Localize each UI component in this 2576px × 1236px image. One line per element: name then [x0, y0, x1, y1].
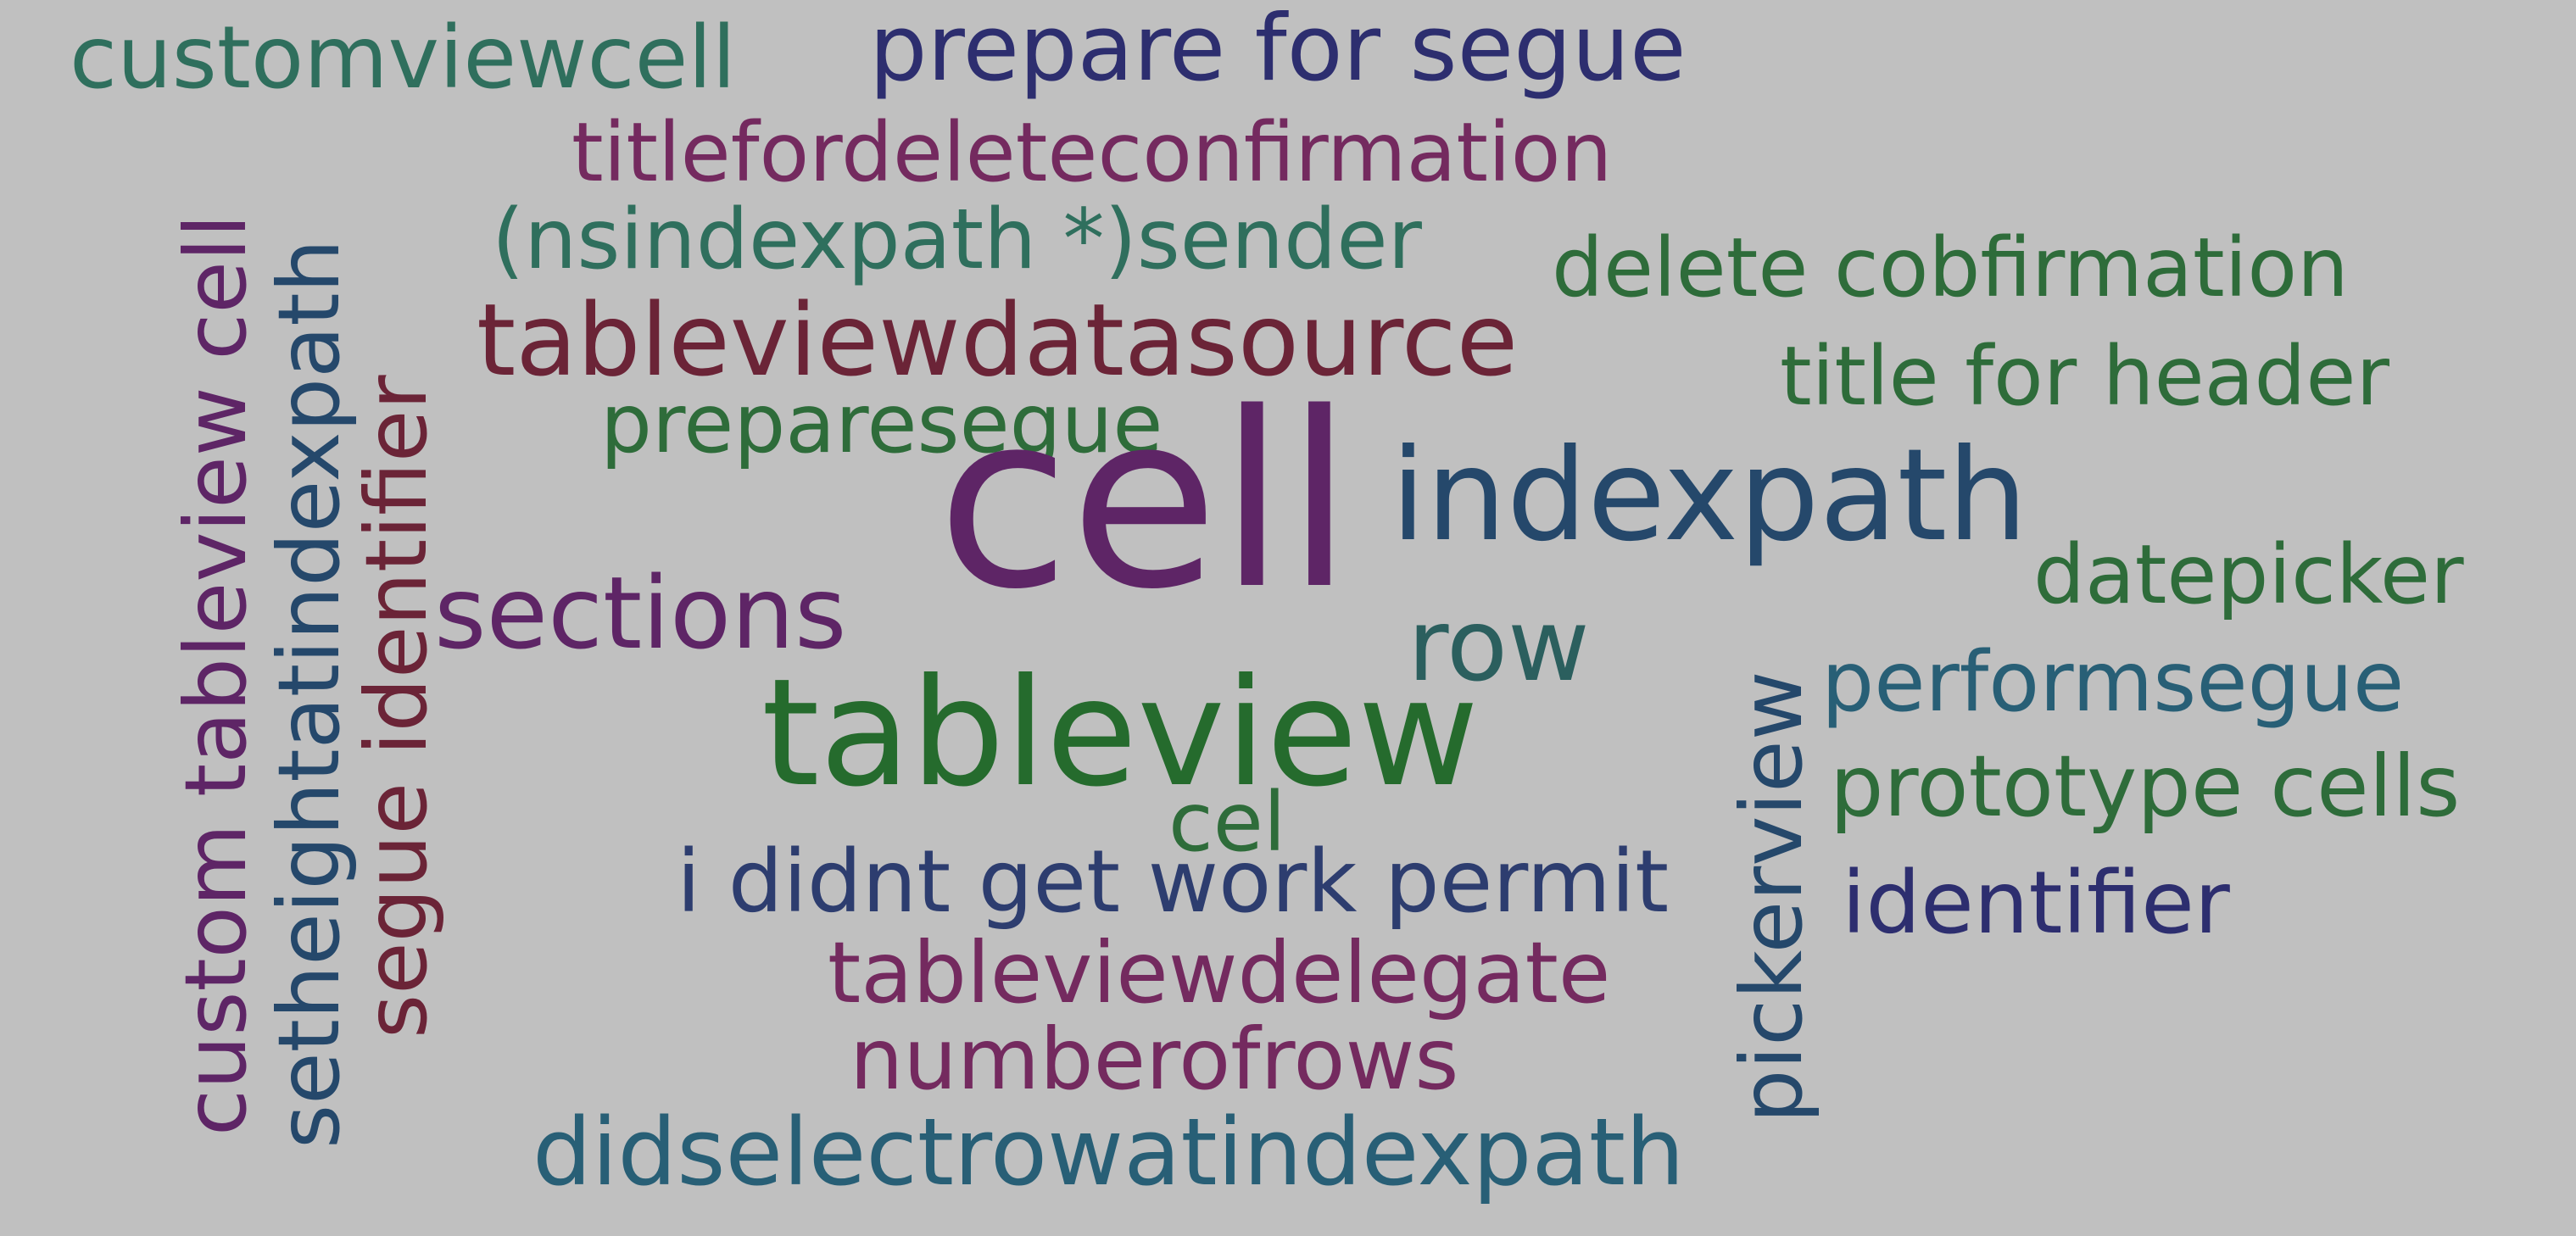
word-delete-cobfirmation: delete cobfirmation [1552, 220, 2349, 315]
word-identifier: identifier [1842, 853, 2230, 954]
word-pickerview: pickerview [1722, 671, 1821, 1124]
word-setheightatindexpath: setheightatindexpath [259, 239, 359, 1149]
word-customviewcell: customviewcell [70, 8, 737, 109]
word-tableview: tableview [761, 648, 1480, 820]
word-datepicker: datepicker [2033, 527, 2464, 622]
word-cel: cel [1168, 775, 1286, 870]
word-indexpath: indexpath [1391, 422, 2028, 570]
word-i-didnt-get-work-permit: i didnt get work permit [677, 832, 1670, 933]
word-didselectrowatindexpath: didselectrowatindexpath [532, 1098, 1685, 1206]
word-title-for-header: title for header [1780, 329, 2389, 424]
word-preparesegue: preparesegue [600, 376, 1163, 471]
word-segue-identifier: segue identifier [347, 375, 446, 1038]
word-tableviewdelegate: tableviewdelegate [828, 923, 1611, 1022]
word-cell: cell [937, 361, 1353, 643]
word-tableviewdatasource: tableviewdatasource [477, 281, 1519, 398]
word-nsindexpath-sender: (nsindexpath *)sender [492, 192, 1422, 288]
word-custom-tableview-cell: custom tableview cell [166, 214, 265, 1136]
word-titlefordeleteconfirmation: titlefordeleteconfirmation [572, 105, 1613, 200]
word-sections: sections [434, 554, 847, 671]
word-numberofrows: numberofrows [850, 1010, 1459, 1109]
word-performsegue: performsegue [1821, 634, 2405, 731]
word-row: row [1408, 587, 1590, 704]
word-prepare-for-segue: prepare for segue [869, 0, 1687, 102]
word-prototype-cells: prototype cells [1830, 737, 2461, 836]
